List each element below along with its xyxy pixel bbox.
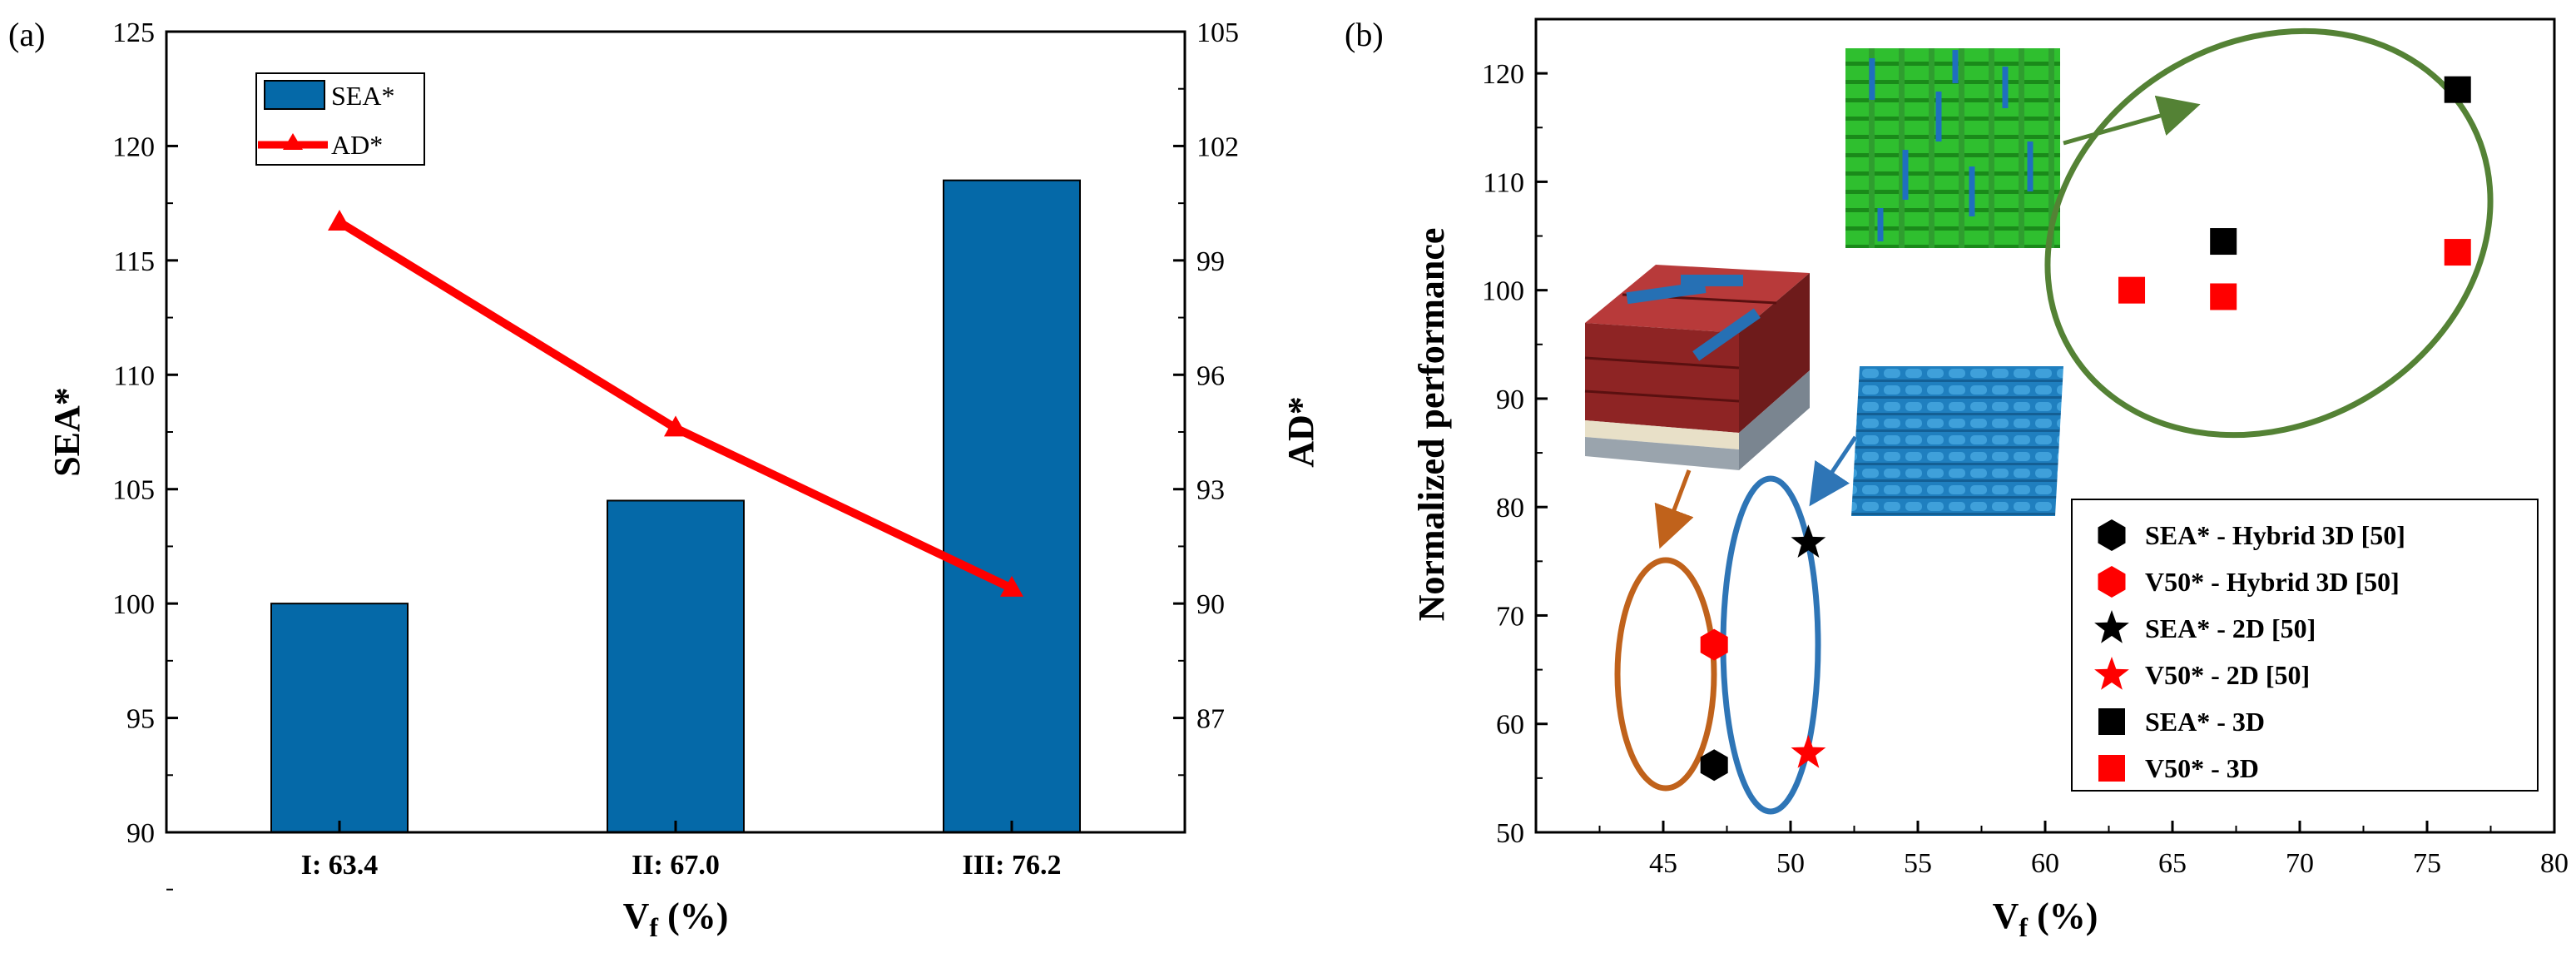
point-square — [2118, 276, 2146, 304]
legend-b-marker-star — [2094, 610, 2129, 643]
x-tick-label-b: 65 — [2158, 848, 2187, 879]
legend-b-label: SEA* - Hybrid 3D [50] — [2145, 520, 2405, 550]
inset-blue-fabric — [1851, 366, 2063, 516]
x-tick-label-b: 70 — [2286, 848, 2314, 879]
y-tick-label-b: 80 — [1496, 493, 1524, 524]
y-tick-label-b: 50 — [1496, 818, 1524, 849]
y-tick-label-a: 110 — [113, 360, 155, 391]
y-tick-label-a: 115 — [113, 246, 155, 277]
legend-a: SEA* AD* — [255, 72, 425, 166]
y-right-tick-label-a: 87 — [1196, 704, 1225, 735]
y-right-tick-label-a: 90 — [1196, 589, 1225, 620]
panel-b: (b) 50 60 70 80 90 100 110 120 45 50 55 60 65 70 75 80 — [1345, 16, 2569, 942]
y-axis-title-b: Normalized performance — [1411, 228, 1452, 622]
y-tick-label-a: 125 — [112, 17, 155, 48]
legend-b-label: V50* - 2D [50] — [2145, 660, 2310, 690]
x-tick-label-a: II: 67.0 — [632, 850, 720, 881]
point-star — [1791, 524, 1826, 558]
y-tick-label-b: 120 — [1482, 59, 1524, 90]
y-tick-label-a: 95 — [126, 704, 155, 735]
legend-b-label: SEA* - 3D — [2145, 707, 2265, 737]
legend-b-marker-star — [2094, 657, 2129, 690]
point-hexagon — [1700, 749, 1728, 782]
legend-b-box — [2071, 499, 2539, 792]
legend-a-bar-swatch — [264, 80, 325, 110]
legend-a-triangle-marker — [283, 133, 303, 150]
inset-3d-weave-green — [1845, 48, 2060, 248]
legend-b-label: V50* - Hybrid 3D [50] — [2145, 567, 2400, 597]
legend-b-marker-square — [2098, 708, 2125, 735]
x-tick-label-b: 45 — [1649, 848, 1677, 879]
legend-b-marker-square — [2098, 755, 2125, 782]
ad-point — [328, 210, 351, 231]
legend-b-label: SEA* - 2D [50] — [2145, 613, 2316, 643]
panel-b-label: (b) — [1345, 16, 1384, 53]
legend-a-sea-label: SEA* — [331, 81, 394, 111]
arrow-2d — [1809, 435, 1858, 507]
x-axis-title-a: Vf (%) — [623, 896, 729, 942]
x-axis-title-b: Vf (%) — [1993, 896, 2098, 942]
y-tick-label-b: 110 — [1483, 167, 1524, 198]
x-tick-label-b: 55 — [1904, 848, 1932, 879]
bar-sea — [943, 179, 1081, 833]
y-tick-label-b: 100 — [1482, 276, 1524, 307]
x-tick-label-b: 80 — [2540, 848, 2569, 879]
x-tick-label-b: 60 — [2031, 848, 2059, 879]
block-side — [1739, 273, 1810, 433]
point-hexagon — [1700, 628, 1728, 661]
point-square — [2444, 239, 2471, 266]
y-right-tick-label-a: 99 — [1196, 246, 1225, 277]
y-axis-title-right-a: AD* — [1281, 396, 1321, 468]
arrow-3d — [2063, 95, 2201, 146]
panel-a: (a) 90 95 100 105 110 115 120 125 87 90 93 96 99 102… — [8, 16, 1321, 942]
bar-sea — [270, 603, 409, 834]
y-right-tick-label-a: 93 — [1196, 475, 1225, 506]
ad-point — [664, 415, 687, 437]
legend-b-marker-hexagon — [2098, 566, 2126, 598]
y-tick-label-a: 120 — [112, 132, 155, 162]
y-right-tick-label-a: 96 — [1196, 360, 1225, 391]
y-right-tick-label-a: 105 — [1196, 17, 1239, 48]
x-tick-label-a: I: 63.4 — [301, 850, 379, 881]
inset-hybrid-3d-block — [1584, 265, 1810, 470]
point-star — [1791, 734, 1826, 768]
ellipse-3d — [2044, 27, 2494, 439]
y-tick-label-a: 90 — [126, 818, 155, 849]
y-tick-label-b: 70 — [1496, 601, 1524, 632]
panel-a-label: (a) — [8, 16, 45, 53]
x-tick-label-a: III: 76.2 — [962, 850, 1061, 881]
x-tick-label-b: 75 — [2413, 848, 2441, 879]
ad-point — [1000, 575, 1023, 597]
legend-a-ad-label: AD* — [331, 130, 383, 160]
y-right-tick-label-a: 102 — [1196, 132, 1239, 162]
legend-b: SEA* - Hybrid 3D [50] V50* - Hybrid 3D [5… — [2071, 499, 2539, 792]
point-square — [2210, 283, 2237, 310]
bar-sea — [607, 499, 745, 833]
x-tick-label-b: 50 — [1776, 848, 1805, 879]
ellipse-hybrid-3d — [1614, 557, 1717, 792]
legend-b-label: V50* - 3D — [2145, 753, 2259, 783]
y-tick-label-b: 90 — [1496, 385, 1524, 415]
y-tick-label-a: 105 — [112, 475, 155, 506]
y-axis-title-a: SEA* — [47, 387, 87, 477]
point-square — [2210, 228, 2237, 256]
inset-2d-woven-blue — [1851, 366, 2063, 516]
legend-b-marker-hexagon — [2098, 519, 2126, 551]
point-square — [2444, 76, 2471, 103]
y-tick-label-b: 60 — [1496, 710, 1524, 741]
arrow-hybrid-3d — [1654, 469, 1694, 549]
y-tick-label-a: 100 — [112, 589, 155, 620]
